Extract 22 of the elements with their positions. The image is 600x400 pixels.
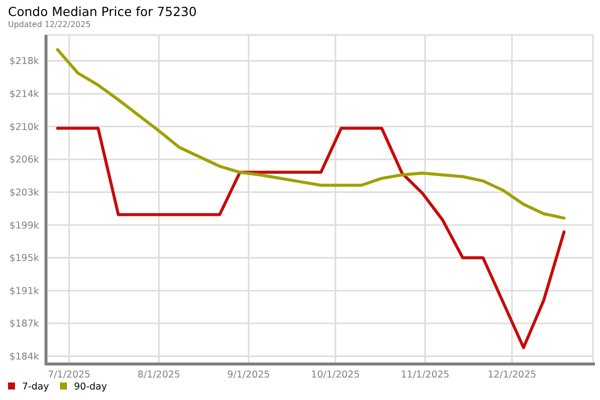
line-series [56, 126, 566, 350]
y-tick-label: $214k [9, 89, 40, 100]
x-tick-label: 9/1/2025 [227, 369, 270, 380]
y-tick-label: $199k [9, 220, 40, 232]
y-tick-label: $195k [9, 253, 40, 264]
line-series [56, 48, 566, 220]
y-tick-label: $191k [9, 286, 40, 297]
y-tick-label: $187k [9, 318, 40, 330]
legend-label: 90-day [74, 381, 108, 392]
chart-title: Condo Median Price for 75230 [8, 4, 197, 19]
legend-label: 7-day [22, 381, 50, 392]
x-tick-label: 12/1/2025 [488, 369, 536, 380]
y-tick-label: $203k [9, 187, 40, 198]
x-tick-label: 7/1/2025 [48, 369, 90, 380]
x-tick-label: 10/1/2025 [311, 369, 360, 380]
y-tick-label: $210k [9, 122, 40, 133]
chart-subtitle: Updated 12/22/2025 [8, 20, 91, 29]
x-tick-label: 8/1/2025 [138, 369, 180, 380]
y-tick-label: $184k [9, 352, 40, 363]
x-tick-label: 11/1/2025 [400, 369, 450, 380]
y-tick-label: $218k [9, 56, 40, 68]
y-tick-label: $206k [9, 154, 40, 166]
